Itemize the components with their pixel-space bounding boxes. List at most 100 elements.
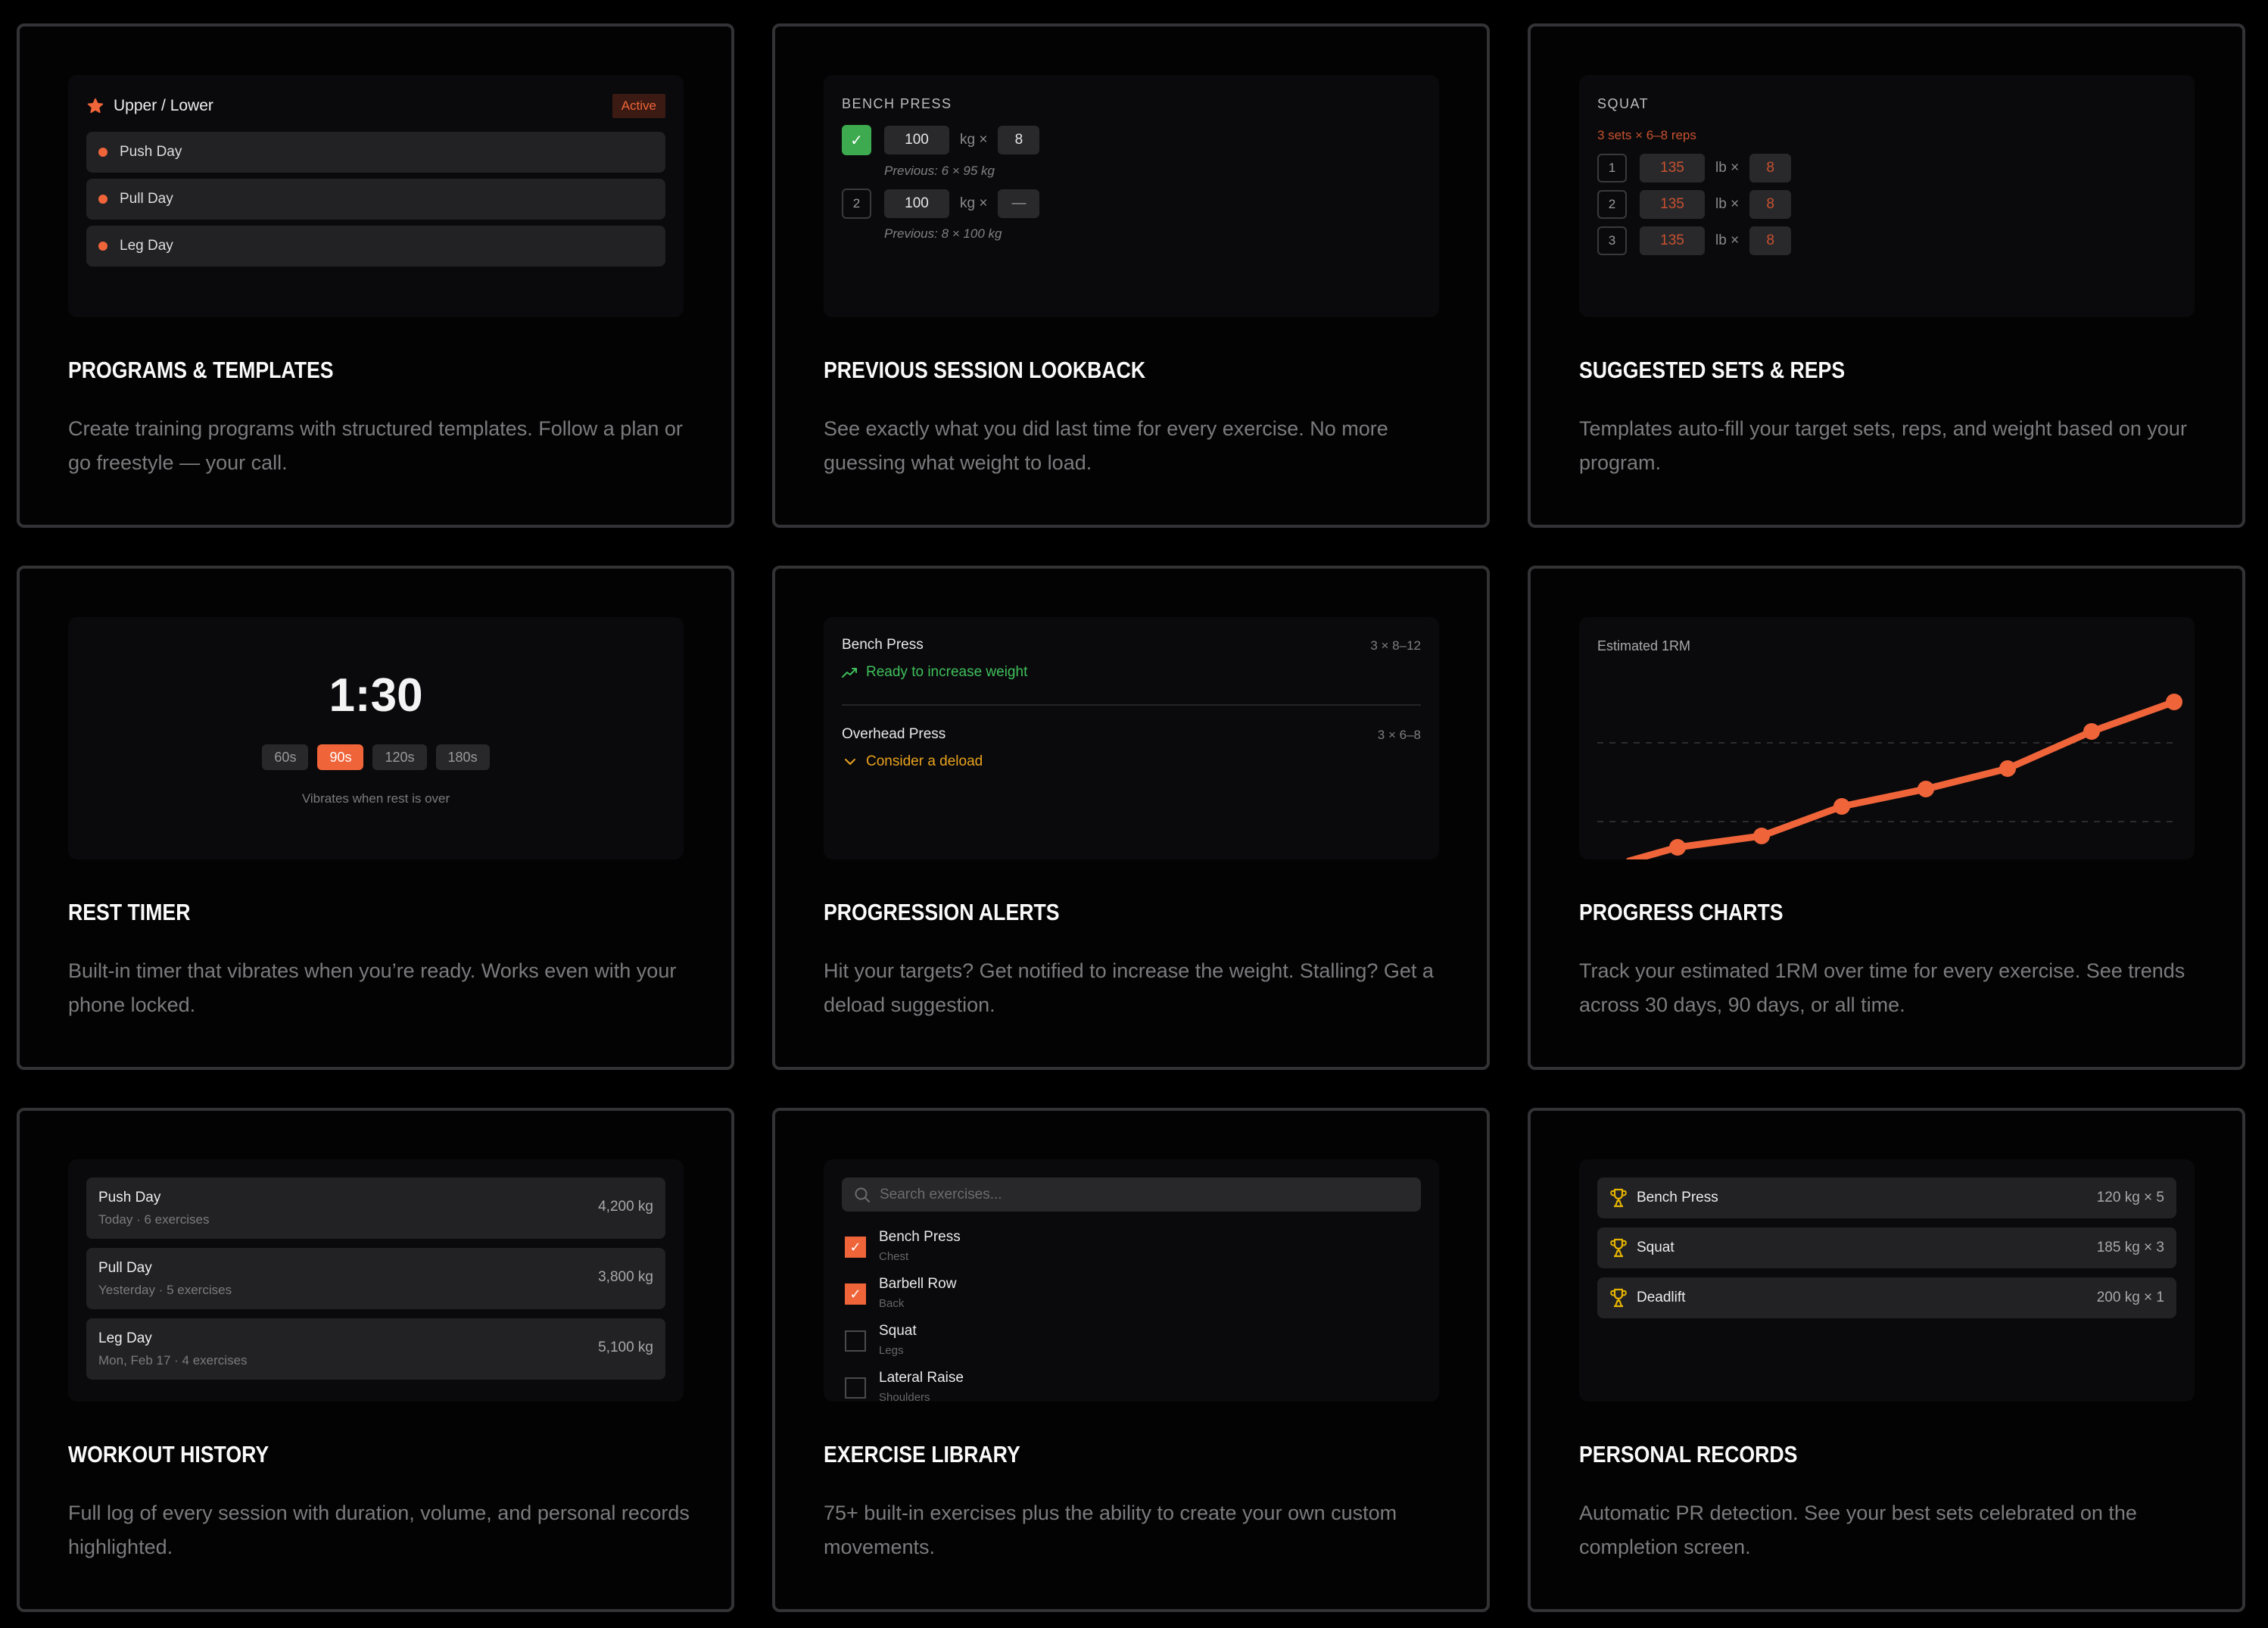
exercise-checkbox-checked[interactable]: ✓ <box>845 1283 866 1305</box>
card-title: WORKOUT HISTORY <box>68 1441 269 1467</box>
exercise-checkbox[interactable] <box>845 1377 866 1399</box>
feature-card-charts: Estimated 1RM PROGRESS CHARTS Track your… <box>1528 566 2245 1070</box>
weight-input[interactable]: 135 <box>1640 154 1705 182</box>
card-title: REST TIMER <box>68 899 191 925</box>
timer-preview: 1:30 60s 90s 120s 180s Vibrates when res… <box>68 617 684 859</box>
divider <box>842 704 1421 706</box>
card-description: See exactly what you did last time for e… <box>824 417 1388 474</box>
trending-up-icon <box>842 668 857 678</box>
weight-input[interactable]: 135 <box>1640 190 1705 219</box>
reps-input[interactable]: 8 <box>998 126 1040 154</box>
bullet-dot-icon <box>98 195 107 204</box>
feature-card-suggested: SQUAT 3 sets × 6–8 reps 1 135 lb × 8 2 1… <box>1528 23 2245 528</box>
card-description: Templates auto-fill your target sets, re… <box>1579 417 2187 474</box>
card-description: Full log of every session with duration,… <box>68 1502 690 1558</box>
reps-input[interactable]: 8 <box>1749 154 1792 182</box>
feature-card-history: Push Day Today · 6 exercises 4,200 kg Pu… <box>17 1108 734 1612</box>
reps-input[interactable]: 8 <box>1749 226 1792 255</box>
timer-option-60s[interactable]: 60s <box>262 744 309 770</box>
template-item-pull-day[interactable]: Pull Day <box>86 179 665 220</box>
weight-input[interactable]: 100 <box>884 189 949 218</box>
card-description: 75+ built-in exercises plus the ability … <box>824 1502 1397 1558</box>
status-badge: Active <box>612 94 665 118</box>
trophy-icon <box>1610 1288 1627 1308</box>
unit-label: kg × <box>960 195 988 211</box>
feature-card-records: Bench Press 120 kg × 5 Squat 185 kg × 3 … <box>1528 1108 2245 1612</box>
search-input[interactable] <box>880 1186 1334 1203</box>
records-preview: Bench Press 120 kg × 5 Squat 185 kg × 3 … <box>1579 1159 2195 1402</box>
history-item[interactable]: Push Day Today · 6 exercises 4,200 kg <box>86 1177 665 1239</box>
exercise-category: Legs <box>879 1344 904 1357</box>
bullet-dot-icon <box>98 242 107 251</box>
previous-set-text: Previous: 6 × 95 kg <box>884 164 995 178</box>
timer-option-180s[interactable]: 180s <box>435 744 490 770</box>
alert-text: Consider a deload <box>866 753 983 769</box>
feature-card-library: ✓ Bench Press Chest ✓ Barbell Row Back S… <box>772 1108 1490 1612</box>
pr-item[interactable]: Deadlift 200 kg × 1 <box>1597 1277 2176 1318</box>
session-name: Pull Day <box>98 1260 152 1276</box>
set-number[interactable]: 2 <box>842 189 871 219</box>
session-name: Push Day <box>98 1190 161 1205</box>
program-name: Upper / Lower <box>114 97 213 114</box>
library-preview: ✓ Bench Press Chest ✓ Barbell Row Back S… <box>824 1159 1439 1402</box>
session-volume: 5,100 kg <box>598 1340 653 1355</box>
suggested-set-row-1: 1 135 lb × 8 <box>1597 154 1792 182</box>
lookback-preview: BENCH PRESS ✓ 100 kg × 8 Previous: 6 × 9… <box>824 75 1439 317</box>
set-row-1: ✓ 100 kg × 8 <box>842 125 1040 155</box>
target-scheme: 3 sets × 6–8 reps <box>1597 128 1696 142</box>
chart-label: Estimated 1RM <box>1597 638 1691 653</box>
alert-scheme: 3 × 8–12 <box>1370 638 1421 653</box>
session-meta: Today · 6 exercises <box>98 1212 210 1227</box>
weight-input[interactable]: 135 <box>1640 226 1705 255</box>
feature-card-timer: 1:30 60s 90s 120s 180s Vibrates when res… <box>17 566 734 1070</box>
previous-set-text: Previous: 8 × 100 kg <box>884 226 1002 241</box>
alert-message: Consider a deload <box>842 753 1421 770</box>
exercise-checkbox-checked[interactable]: ✓ <box>845 1237 866 1258</box>
alert-text: Ready to increase weight <box>866 664 1028 680</box>
set-number[interactable]: 2 <box>1597 190 1627 219</box>
reps-input[interactable]: 8 <box>1749 190 1792 219</box>
chevron-down-icon <box>845 759 855 765</box>
bullet-dot-icon <box>98 148 107 157</box>
search-field[interactable] <box>842 1177 1421 1212</box>
card-title: PROGRESS CHARTS <box>1579 899 1784 925</box>
weight-input[interactable]: 100 <box>884 126 949 154</box>
card-title: PROGRAMS & TEMPLATES <box>68 357 334 383</box>
unit-label: lb × <box>1715 160 1740 176</box>
alert-scheme: 3 × 6–8 <box>1377 728 1421 742</box>
alert-item-overhead-press[interactable]: Overhead Press 3 × 6–8 Consider a deload <box>842 726 1421 770</box>
exercise-checkbox[interactable] <box>845 1330 866 1352</box>
alert-exercise: Overhead Press <box>842 726 946 742</box>
suggested-set-row-2: 2 135 lb × 8 <box>1597 190 1792 219</box>
feature-card-lookback: BENCH PRESS ✓ 100 kg × 8 Previous: 6 × 9… <box>772 23 1490 528</box>
card-title: EXERCISE LIBRARY <box>824 1441 1020 1467</box>
exercise-name: Squat <box>879 1323 917 1339</box>
set-complete-checkbox[interactable]: ✓ <box>842 125 871 155</box>
timer-option-120s[interactable]: 120s <box>372 744 427 770</box>
template-label: Pull Day <box>120 191 173 207</box>
reps-input[interactable]: — <box>998 189 1040 218</box>
trophy-icon <box>1610 1188 1627 1208</box>
programs-preview: Upper / Lower Active Push Day Pull Day L… <box>68 75 684 317</box>
set-number[interactable]: 3 <box>1597 226 1627 255</box>
unit-label: lb × <box>1715 196 1740 212</box>
template-item-push-day[interactable]: Push Day <box>86 132 665 173</box>
card-description: Automatic PR detection. See your best se… <box>1579 1502 2137 1558</box>
exercise-label: SQUAT <box>1597 96 1650 111</box>
program-header[interactable]: Upper / Lower Active <box>86 93 665 119</box>
pr-value: 185 kg × 3 <box>2096 1240 2164 1255</box>
set-number[interactable]: 1 <box>1597 154 1627 182</box>
estimated-1rm-line-chart <box>1597 694 2182 859</box>
pr-item[interactable]: Squat 185 kg × 3 <box>1597 1227 2176 1268</box>
timer-option-90s[interactable]: 90s <box>317 744 364 770</box>
history-item[interactable]: Pull Day Yesterday · 5 exercises 3,800 k… <box>86 1248 665 1309</box>
pr-exercise: Bench Press <box>1637 1190 1718 1205</box>
chart-line <box>1625 698 2178 859</box>
pr-exercise: Squat <box>1637 1240 1675 1255</box>
alert-item-bench-press[interactable]: Bench Press 3 × 8–12 Ready to increase w… <box>842 637 1421 681</box>
pr-item[interactable]: Bench Press 120 kg × 5 <box>1597 1177 2176 1218</box>
timer-caption: Vibrates when rest is over <box>301 791 450 806</box>
history-item[interactable]: Leg Day Mon, Feb 17 · 4 exercises 5,100 … <box>86 1318 665 1380</box>
card-title: PREVIOUS SESSION LOOKBACK <box>824 357 1146 383</box>
template-item-leg-day[interactable]: Leg Day <box>86 226 665 267</box>
